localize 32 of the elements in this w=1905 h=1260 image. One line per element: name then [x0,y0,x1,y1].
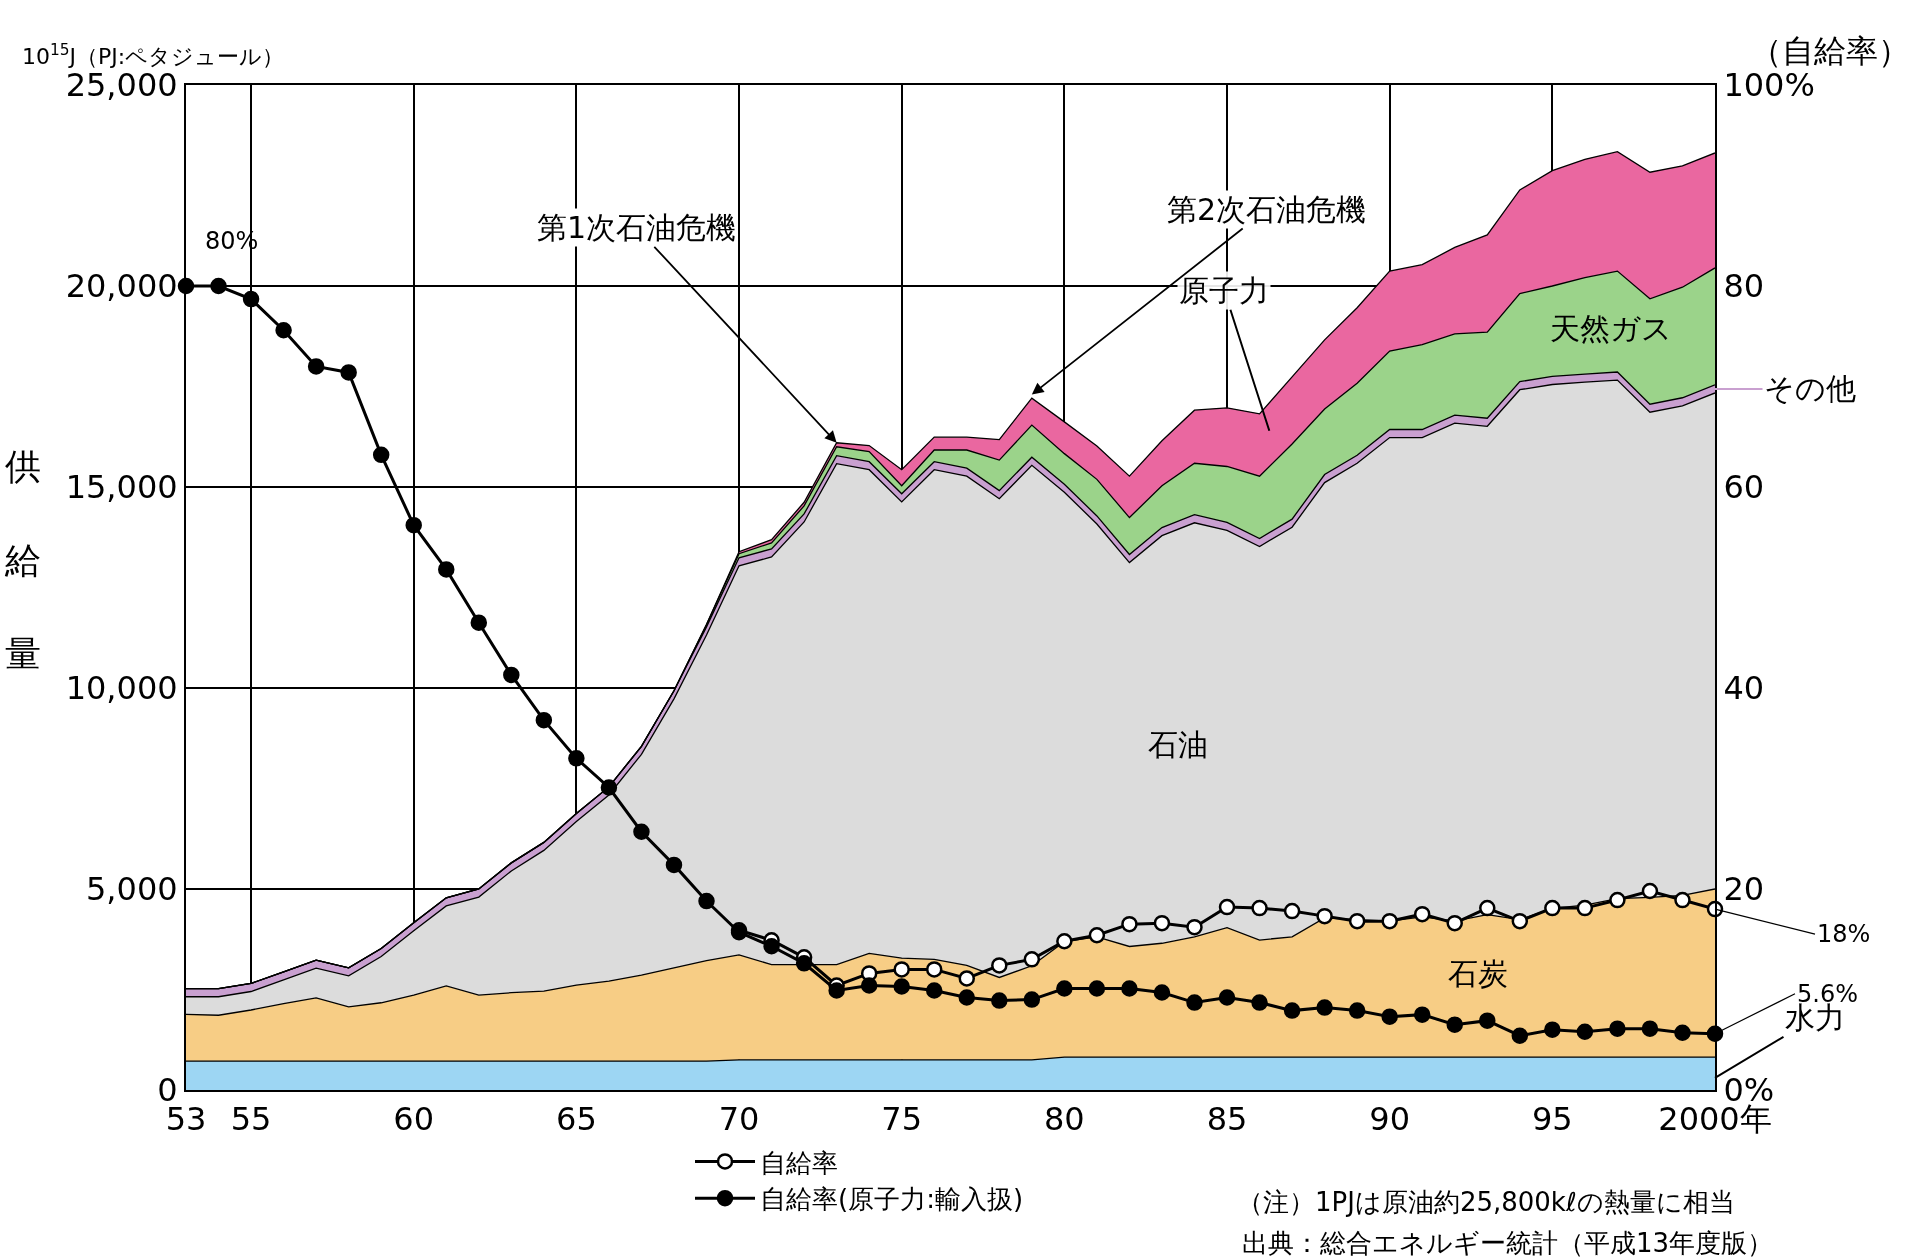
legend-label: 自給率(原子力:輸入扱) [760,1184,1024,1215]
annotation: 第1次石油危機 [537,210,737,245]
y2-tick-label: 20 [1723,870,1765,909]
legend-label: 自給率 [760,1147,838,1178]
text: （注）1PJは原油約25,800kℓの熱量に相当 [1237,1187,1735,1217]
y2-axis-title: （自給率） [1750,32,1905,70]
y-tick-label: 20,000 [65,267,178,306]
y-tick-label: 15,000 [65,468,178,507]
legend-label: その他 [1764,371,1856,406]
x-tick-label: 55 [230,1100,272,1139]
data-label: 18% [1817,920,1871,948]
source-note: 出典：総合エネルギー統計（平成13年度版） [1242,1228,1774,1258]
x-tick-label: 65 [556,1100,597,1139]
y2-tick-label: 40 [1723,669,1765,708]
x-tick-label: 60 [393,1100,435,1139]
text: 供給量 [5,446,41,675]
y-tick-label: 10,000 [65,669,178,708]
series-label: 天然ガス [1550,311,1672,346]
x-tick-label: 75 [881,1100,923,1139]
x-tick-label: 85 [1206,1100,1248,1139]
x-tick-label: 70 [718,1100,760,1139]
x-tick-label: 95 [1531,1100,1573,1139]
text: 10$^{15}$J（PJ:ペタジュール） [22,41,285,70]
series-label: 石炭 [1448,956,1508,991]
y-tick-label: 5,000 [85,870,178,909]
annotation: 第2次石油危機 [1167,192,1367,227]
y2-tick-label: 80 [1723,267,1765,306]
text: 原子力 [1179,273,1269,308]
series-label: 石油 [1148,727,1208,762]
x-tick-label: 80 [1044,1100,1085,1139]
y2-tick-label: 60 [1723,468,1765,507]
x-tick-label: 90 [1369,1100,1411,1139]
